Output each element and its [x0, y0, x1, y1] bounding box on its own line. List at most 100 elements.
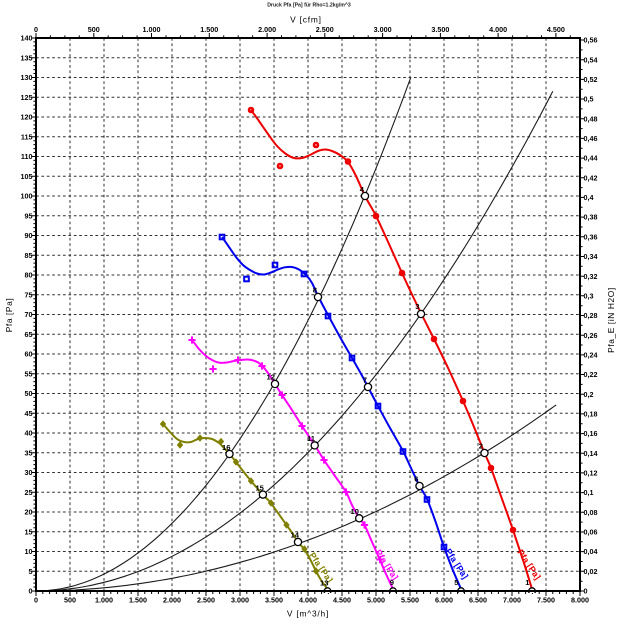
svg-text:9: 9	[390, 578, 394, 587]
svg-text:45: 45	[25, 409, 33, 418]
svg-text:30: 30	[25, 468, 33, 477]
svg-text:Pfa_E [iN H2O]: Pfa_E [iN H2O]	[606, 287, 616, 353]
svg-text:95: 95	[25, 211, 33, 220]
svg-text:70: 70	[25, 310, 33, 319]
svg-text:4.500: 4.500	[333, 596, 351, 605]
svg-text:3.500: 3.500	[265, 596, 283, 605]
svg-text:0,48: 0,48	[584, 114, 598, 123]
svg-text:55: 55	[25, 369, 33, 378]
svg-text:0,42: 0,42	[584, 173, 598, 182]
svg-text:0,24: 0,24	[584, 351, 598, 360]
svg-text:3.500: 3.500	[431, 25, 449, 34]
svg-text:1.500: 1.500	[129, 596, 147, 605]
svg-text:1.000: 1.000	[143, 25, 161, 34]
svg-text:75: 75	[25, 290, 33, 299]
svg-text:0,46: 0,46	[584, 134, 598, 143]
svg-text:0,54: 0,54	[584, 55, 598, 64]
svg-text:60: 60	[25, 350, 33, 359]
svg-text:5.000: 5.000	[367, 596, 385, 605]
svg-text:0,16: 0,16	[584, 429, 598, 438]
svg-text:6.500: 6.500	[469, 596, 487, 605]
svg-text:0: 0	[34, 596, 38, 605]
svg-text:130: 130	[21, 73, 33, 82]
svg-text:4: 4	[360, 185, 365, 194]
svg-text:5: 5	[454, 578, 459, 587]
svg-text:10: 10	[25, 547, 33, 556]
svg-text:0: 0	[34, 25, 38, 34]
svg-text:V [cfm]: V [cfm]	[290, 15, 322, 25]
svg-text:35: 35	[25, 448, 33, 457]
svg-text:115: 115	[21, 132, 33, 141]
svg-text:14: 14	[291, 531, 300, 540]
svg-text:10: 10	[351, 507, 359, 516]
svg-text:85: 85	[25, 251, 33, 260]
svg-text:7.000: 7.000	[503, 596, 521, 605]
svg-text:120: 120	[21, 113, 33, 122]
svg-text:0,12: 0,12	[584, 469, 598, 478]
svg-text:2.000: 2.000	[163, 596, 181, 605]
svg-text:0,08: 0,08	[584, 508, 598, 517]
svg-text:2.500: 2.500	[316, 25, 334, 34]
svg-text:12: 12	[267, 373, 275, 382]
svg-text:40: 40	[25, 429, 33, 438]
svg-text:15: 15	[25, 527, 33, 536]
svg-text:8.000: 8.000	[571, 596, 589, 605]
svg-text:4.000: 4.000	[299, 596, 317, 605]
svg-text:0,26: 0,26	[584, 331, 598, 340]
svg-text:0,02: 0,02	[584, 567, 598, 576]
svg-text:25: 25	[25, 488, 33, 497]
svg-text:2: 2	[479, 442, 483, 451]
svg-text:1: 1	[525, 578, 530, 587]
svg-text:0,1: 0,1	[584, 488, 594, 497]
svg-text:2.000: 2.000	[258, 25, 276, 34]
svg-text:4.500: 4.500	[547, 25, 565, 34]
svg-text:0,52: 0,52	[584, 75, 598, 84]
svg-text:3: 3	[415, 302, 419, 311]
svg-text:80: 80	[25, 271, 33, 280]
svg-text:0,06: 0,06	[584, 528, 598, 537]
svg-text:7: 7	[363, 376, 367, 385]
svg-text:0,18: 0,18	[584, 410, 598, 419]
svg-text:0: 0	[29, 587, 33, 596]
svg-text:65: 65	[25, 330, 33, 339]
svg-text:15: 15	[255, 484, 264, 493]
svg-text:125: 125	[21, 93, 33, 102]
svg-text:0,56: 0,56	[584, 36, 598, 45]
svg-text:0,04: 0,04	[584, 547, 598, 556]
svg-text:0,44: 0,44	[584, 154, 598, 163]
svg-text:8: 8	[313, 286, 317, 295]
svg-text:4.000: 4.000	[489, 25, 507, 34]
svg-text:20: 20	[25, 508, 33, 517]
svg-text:0,5: 0,5	[584, 95, 594, 104]
svg-text:140: 140	[21, 34, 33, 43]
svg-text:3.000: 3.000	[231, 596, 249, 605]
svg-text:11: 11	[307, 434, 316, 443]
svg-text:5: 5	[29, 567, 33, 576]
svg-text:0: 0	[584, 587, 588, 596]
svg-text:0,2: 0,2	[584, 390, 594, 399]
svg-text:3.000: 3.000	[374, 25, 392, 34]
svg-text:105: 105	[21, 172, 33, 181]
svg-text:0,28: 0,28	[584, 311, 598, 320]
svg-text:V [m^3/h]: V [m^3/h]	[287, 609, 329, 619]
svg-text:16: 16	[222, 443, 230, 452]
svg-text:500: 500	[88, 25, 100, 34]
svg-text:2.500: 2.500	[197, 596, 215, 605]
svg-text:1.500: 1.500	[200, 25, 218, 34]
svg-text:6: 6	[414, 475, 418, 484]
svg-text:0,34: 0,34	[584, 252, 598, 261]
svg-text:Druck Pfa [Pa] für Rho=1.2kg/m: Druck Pfa [Pa] für Rho=1.2kg/m^3	[267, 3, 351, 9]
svg-text:5.500: 5.500	[401, 596, 419, 605]
svg-text:100: 100	[21, 192, 33, 201]
svg-text:0,3: 0,3	[584, 291, 594, 300]
svg-text:500: 500	[64, 596, 76, 605]
svg-text:135: 135	[21, 53, 33, 62]
svg-text:110: 110	[21, 152, 33, 161]
svg-text:0,38: 0,38	[584, 213, 598, 222]
svg-text:7.500: 7.500	[537, 596, 555, 605]
svg-text:Pfa [Pa]: Pfa [Pa]	[4, 298, 14, 333]
svg-text:50: 50	[25, 389, 33, 398]
svg-text:6.000: 6.000	[435, 596, 453, 605]
svg-text:13: 13	[320, 579, 328, 588]
svg-text:90: 90	[25, 231, 33, 240]
